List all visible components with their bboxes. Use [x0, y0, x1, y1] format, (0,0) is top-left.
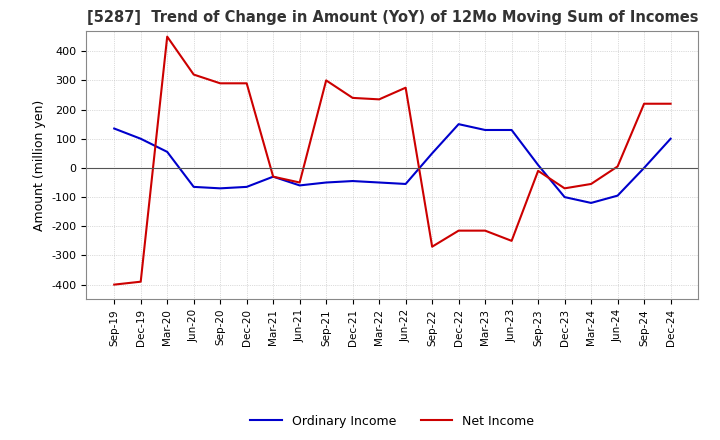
Ordinary Income: [348, 178, 357, 183]
Net Income: [348, 95, 357, 101]
Net Income: [454, 228, 463, 233]
Line: Net Income: Net Income: [114, 37, 670, 285]
Ordinary Income: [216, 186, 225, 191]
Net Income: [322, 78, 330, 83]
Net Income: [666, 101, 675, 106]
Ordinary Income: [640, 165, 649, 171]
Ordinary Income: [322, 180, 330, 185]
Net Income: [136, 279, 145, 284]
Ordinary Income: [534, 162, 542, 168]
Net Income: [401, 85, 410, 90]
Ordinary Income: [401, 181, 410, 187]
Net Income: [428, 244, 436, 249]
Ordinary Income: [375, 180, 384, 185]
Line: Ordinary Income: Ordinary Income: [114, 124, 670, 203]
Ordinary Income: [269, 174, 277, 180]
Y-axis label: Amount (million yen): Amount (million yen): [33, 99, 46, 231]
Net Income: [613, 164, 622, 169]
Legend: Ordinary Income, Net Income: Ordinary Income, Net Income: [246, 410, 539, 433]
Ordinary Income: [454, 121, 463, 127]
Ordinary Income: [508, 127, 516, 132]
Ordinary Income: [613, 193, 622, 198]
Ordinary Income: [666, 136, 675, 141]
Title: [5287]  Trend of Change in Amount (YoY) of 12Mo Moving Sum of Incomes: [5287] Trend of Change in Amount (YoY) o…: [86, 11, 698, 26]
Ordinary Income: [560, 194, 569, 200]
Ordinary Income: [189, 184, 198, 190]
Net Income: [189, 72, 198, 77]
Net Income: [216, 81, 225, 86]
Net Income: [243, 81, 251, 86]
Net Income: [375, 97, 384, 102]
Ordinary Income: [243, 184, 251, 190]
Net Income: [587, 181, 595, 187]
Ordinary Income: [110, 126, 119, 131]
Net Income: [295, 180, 304, 185]
Ordinary Income: [163, 149, 171, 154]
Ordinary Income: [481, 127, 490, 132]
Ordinary Income: [295, 183, 304, 188]
Ordinary Income: [428, 150, 436, 156]
Net Income: [481, 228, 490, 233]
Net Income: [110, 282, 119, 287]
Ordinary Income: [587, 200, 595, 205]
Net Income: [508, 238, 516, 243]
Net Income: [163, 34, 171, 39]
Net Income: [640, 101, 649, 106]
Net Income: [534, 168, 542, 173]
Net Income: [269, 174, 277, 180]
Ordinary Income: [136, 136, 145, 141]
Net Income: [560, 186, 569, 191]
